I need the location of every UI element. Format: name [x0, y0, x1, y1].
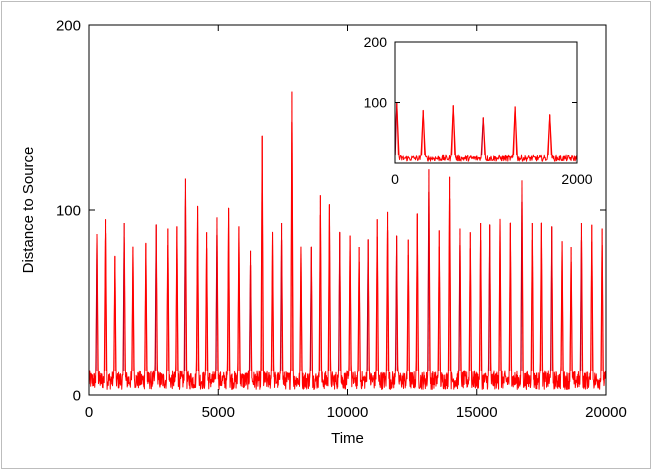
data-point-spike [394, 102, 398, 156]
data-point-spike [155, 224, 158, 371]
data-point-spike [489, 224, 492, 371]
data-point-spike [114, 256, 117, 371]
data-point-spike [551, 226, 554, 371]
data-point-spike [601, 228, 604, 371]
data-point-spike [349, 235, 352, 371]
data-point-spike [123, 222, 126, 371]
data-point-spike [547, 114, 551, 156]
data-point-spike [358, 246, 361, 371]
series-line [394, 102, 578, 162]
data-point-spike [407, 239, 410, 371]
data-point-spike [376, 219, 379, 371]
inset-plot-area [395, 42, 577, 163]
data-point-spike [96, 234, 99, 371]
data-point-spike [145, 243, 148, 371]
data-point-spike [480, 222, 482, 371]
data-point-spike [281, 222, 283, 371]
data-point-spike [396, 235, 398, 371]
data-point-spike [319, 195, 322, 371]
x-axis-label: Time [331, 430, 364, 447]
inset-plot: 0 2000 100 200 [364, 34, 593, 187]
data-point-spike [482, 117, 486, 156]
data-point-spike [416, 213, 419, 371]
data-point-spike [250, 250, 252, 371]
data-point-spike [339, 232, 342, 371]
data-point-spike [570, 246, 573, 371]
data-point-spike [561, 241, 564, 371]
data-point-spike [481, 117, 484, 156]
data-point-spike [132, 246, 135, 371]
data-point-spike [591, 224, 594, 371]
data-point-spike [367, 239, 370, 371]
data-point-spike [451, 105, 454, 156]
data-point-spike [521, 180, 524, 371]
data-point-spike [387, 211, 389, 371]
data-point-spike [184, 178, 187, 371]
data-point-spike [272, 232, 274, 371]
x-tick-label: 2000 [561, 171, 592, 187]
data-point-spike [449, 176, 451, 371]
data-point-spike [452, 105, 456, 156]
data-point-spike [421, 110, 424, 156]
data-point-spike [176, 226, 179, 371]
data-point-spike [228, 208, 230, 371]
data-point-spike [300, 246, 303, 371]
data-point-spike [291, 91, 294, 371]
x-tick-label: 15000 [456, 404, 498, 421]
figure-frame: 0 5000 10000 15000 20000 0 100 200 Time Distanc… [1, 1, 651, 469]
data-point-spike [197, 206, 199, 371]
y-tick-label: 200 [364, 34, 388, 50]
inset-series [394, 102, 578, 162]
y-tick-label: 0 [73, 387, 81, 404]
data-point-spike [438, 230, 441, 371]
x-tick-label: 10000 [327, 404, 369, 421]
data-point-spike [513, 106, 516, 156]
y-tick-label: 100 [364, 94, 388, 110]
data-point-spike [216, 217, 219, 371]
y-tick-label: 200 [56, 17, 81, 34]
data-point-spike [310, 246, 313, 371]
data-point-spike [469, 232, 472, 371]
data-point-spike [105, 219, 107, 371]
data-point-spike [580, 222, 583, 371]
main-series [88, 91, 607, 390]
data-point-spike [531, 222, 534, 371]
data-point-spike [459, 228, 462, 371]
data-point-spike [514, 106, 518, 156]
data-point-spike [540, 222, 543, 371]
x-tick-label: 0 [85, 404, 93, 421]
data-point-spike [206, 232, 208, 371]
data-point-spike [549, 114, 552, 156]
data-point-spike [238, 226, 241, 371]
data-point-spike [328, 204, 331, 371]
y-tick-label: 100 [56, 202, 81, 219]
data-point-spike [396, 102, 399, 156]
inset-ticks: 0 2000 100 200 [364, 34, 593, 187]
y-axis-label: Distance to Source [20, 147, 37, 274]
x-tick-label: 5000 [202, 404, 235, 421]
data-point-spike [261, 135, 264, 371]
data-point-spike [428, 169, 431, 371]
series-line [88, 121, 607, 390]
x-tick-label: 20000 [585, 404, 627, 421]
data-point-spike [167, 228, 170, 371]
data-point-spike [422, 110, 426, 156]
data-point-spike [499, 219, 502, 371]
x-tick-label: 0 [391, 171, 399, 187]
data-point-spike [509, 222, 512, 371]
